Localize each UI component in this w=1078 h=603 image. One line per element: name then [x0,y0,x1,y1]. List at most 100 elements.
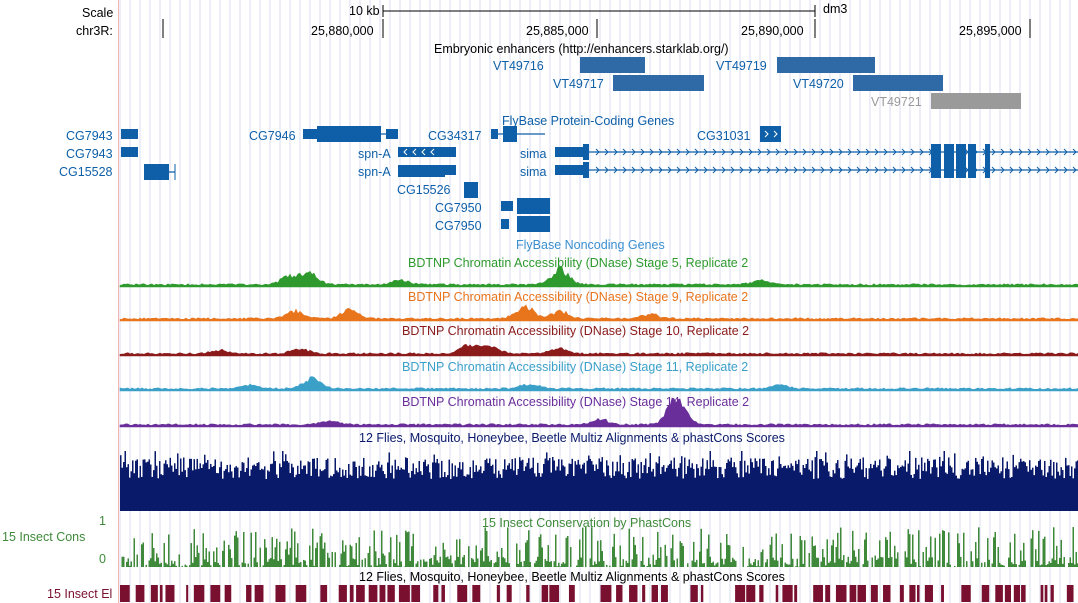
phastcons-bar [540,534,542,567]
phastcons-bar [342,540,344,567]
gene-label-cg7950[interactable]: CG7950 [435,219,482,233]
multiz-bar [360,475,362,511]
elements-track-title[interactable]: 12 Flies, Mosquito, Honeybee, Beetle Mul… [359,570,785,584]
multiz-bar [1012,454,1014,511]
phastcons-bar [706,548,708,567]
multiz-bar [754,458,756,511]
multiz-bar [375,470,377,511]
phastcons-bar [439,556,441,567]
dnase-stage9-title[interactable]: BDTNP Chromatin Accessibility (DNase) St… [408,290,749,304]
strand-arrows [595,166,1077,174]
multiz-bar [489,458,491,511]
phastcons-bar [889,531,891,567]
enhancers-track-title[interactable]: Embryonic enhancers (http://enhancers.st… [434,42,729,56]
gene-label-cg15526[interactable]: CG15526 [397,183,451,197]
multiz-bar [273,451,275,511]
multiz-bar [493,473,495,511]
phastcons-bar [141,544,143,567]
phastcons-bar [189,565,191,567]
conserved-element [794,585,798,602]
enhancer-feature [931,93,1021,109]
multiz-bar [607,465,609,511]
multiz-bar [183,457,185,511]
multiz-bar [760,473,762,511]
phastcons-bar [442,542,444,567]
conserved-element [165,585,175,602]
phastcons-bar [1036,560,1038,567]
gene-label-spn-a[interactable]: spn-A [358,165,391,179]
strand-arrow [1054,166,1059,174]
gene-label-cg34317[interactable]: CG34317 [428,129,482,143]
enhancer-label-vt49717[interactable]: VT49717 [553,77,604,91]
scale-bar-label: 10 kb [349,4,380,18]
multiz-bar [511,459,513,511]
multiz-bar [442,476,444,511]
phastcons-side-label[interactable]: 15 Insect Cons [2,530,86,544]
phastcons-bar [931,557,933,567]
elements-side-label[interactable]: 15 Insect El [47,587,113,601]
strand-arrow [1009,148,1014,156]
multiz-bar [993,462,995,511]
phastcons-bar [702,563,704,567]
multiz-bar [496,477,498,511]
gene-label-cg31031[interactable]: CG31031 [697,129,751,143]
dnase-stage11-title[interactable]: BDTNP Chromatin Accessibility (DNase) St… [402,360,749,374]
phastcons-bar [856,562,858,567]
enhancer-feature [777,57,875,73]
multiz-bar [321,471,323,511]
multiz-bar [1065,457,1067,511]
strand-arrow [910,166,915,174]
flybase-coding-track-title[interactable]: FlyBase Protein-Coding Genes [502,114,675,128]
multiz-bar [466,474,468,511]
multiz-bar [870,463,872,511]
gene-label-spn-a[interactable]: spn-A [358,147,391,161]
enhancer-label-vt49720[interactable]: VT49720 [793,77,844,91]
conserved-element [1004,585,1012,602]
enhancer-label-vt49716[interactable]: VT49716 [493,59,544,73]
multiz-bar [495,459,497,511]
phastcons-bar [600,540,602,567]
phastcons-bar [424,561,426,567]
phastcons-bar [516,543,518,567]
gene-label-cg7950[interactable]: CG7950 [435,201,482,215]
multiz-bar [534,473,536,511]
phastcons-track-title[interactable]: 15 Insect Conservation by PhastCons [482,516,692,530]
multiz-bar [577,459,579,511]
phastcons-bar [643,564,645,567]
enhancer-label-vt49721[interactable]: VT49721 [871,95,922,109]
conserved-elements [120,585,1074,602]
gene-label-sima[interactable]: sima [520,147,547,161]
gene-label-cg7943[interactable]: CG7943 [66,129,113,143]
gene-label-cg7943[interactable]: CG7943 [66,147,113,161]
dnase-stage10-title[interactable]: BDTNP Chromatin Accessibility (DNase) St… [402,324,750,338]
conserved-element [857,585,866,602]
phastcons-bar [316,542,318,567]
multiz-bar [471,478,473,511]
flybase-noncoding-track-title[interactable]: FlyBase Noncoding Genes [516,238,665,252]
multiz-bar [286,460,288,511]
multiz-bar [700,466,702,511]
multiz-track-title[interactable]: 12 Flies, Mosquito, Honeybee, Beetle Mul… [359,431,785,445]
gene-exon [968,144,976,178]
gene-label-sima[interactable]: sima [520,165,547,179]
conserved-element [159,585,163,602]
phastcons-bar [850,560,852,567]
dnase-area [119,343,1078,357]
dnase-stage5-title[interactable]: BDTNP Chromatin Accessibility (DNase) St… [408,256,749,270]
phastcons-bar [474,562,476,567]
dnase-stage14-title[interactable]: BDTNP Chromatin Accessibility (DNase) St… [402,395,750,409]
multiz-bar [252,465,254,511]
gene-exon [445,165,456,175]
phastcons-bar [729,545,731,567]
enhancer-label-vt49719[interactable]: VT49719 [716,59,767,73]
multiz-bar [799,472,801,511]
gene-exon [944,144,954,178]
multiz-bar [1027,471,1029,511]
gene-label-cg15528[interactable]: CG15528 [59,165,113,179]
phastcons-bar [742,546,744,567]
phastcons-bar [396,534,398,567]
phastcons-bar [472,559,474,567]
gene-label-cg7946[interactable]: CG7946 [249,129,296,143]
